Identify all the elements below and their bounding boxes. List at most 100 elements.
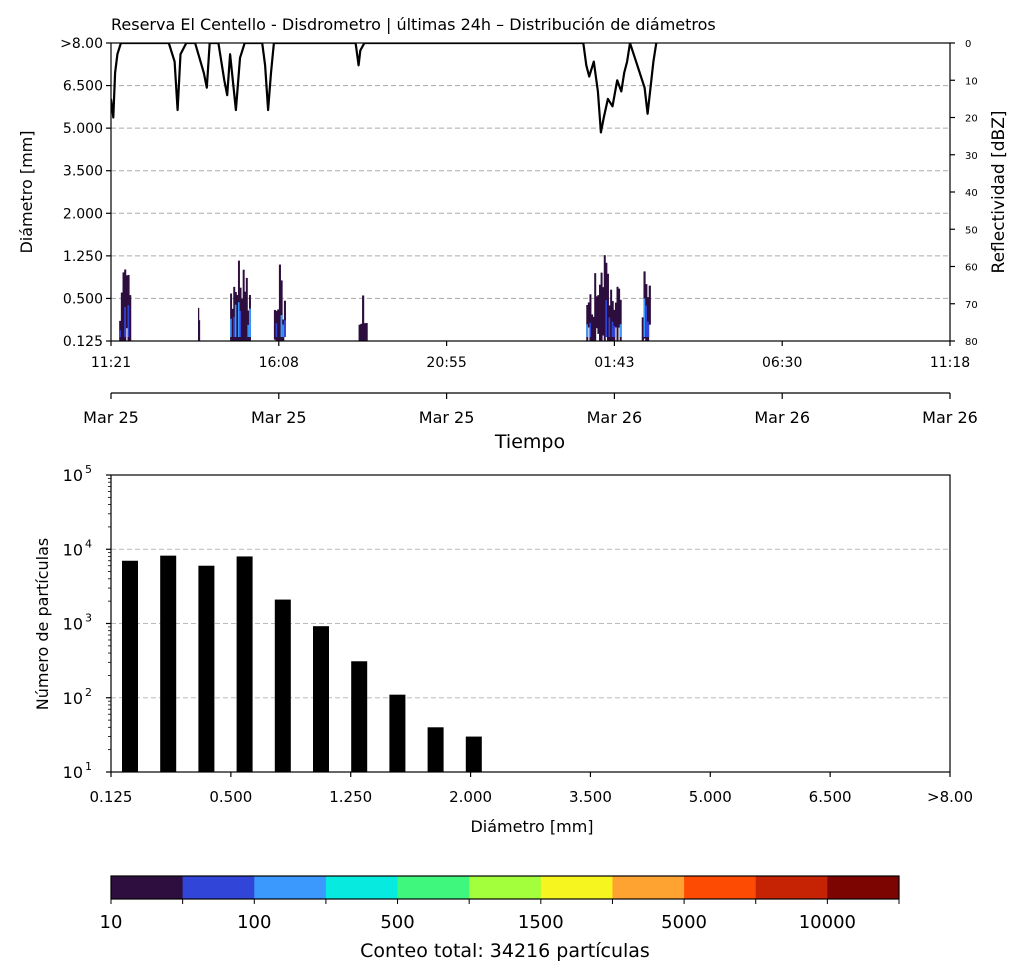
diameter-tick-label: 1.250 [63, 249, 103, 265]
histogram-bar [160, 555, 177, 772]
heatmap-cell [278, 264, 281, 341]
heatmap-cell [618, 288, 621, 328]
rain-event [586, 255, 622, 341]
diameter-tick-label: 0.125 [90, 788, 133, 806]
heatmap-cell [282, 324, 285, 337]
reflectivity-tick-label: 10 [965, 76, 978, 87]
heatmap-cell [611, 321, 614, 337]
colorbar-swatch [827, 876, 900, 899]
heatmap-cell [606, 273, 609, 341]
colorbar-swatch [111, 876, 184, 899]
heatmap-cell [120, 292, 123, 341]
reflectivity-axis: 0 10 20 30 40 50 60 70 80 [950, 39, 978, 348]
heatmap-cell [619, 299, 622, 341]
heatmap-cell [595, 296, 598, 329]
rain-event-heatmap [119, 255, 651, 341]
heatmap-cell [127, 305, 130, 337]
date-tick-label: Mar 25 [83, 408, 139, 427]
colorbar-swatch [254, 876, 327, 899]
diameter-tick-label: 0.500 [63, 291, 103, 307]
rain-event [358, 295, 368, 341]
histogram-bar [351, 661, 368, 772]
reflectivity-tick-label: 20 [965, 114, 978, 125]
colorbar-swatch [182, 876, 255, 899]
heatmap-cell [233, 286, 236, 341]
heatmap-cell [594, 273, 597, 341]
colorbar-swatch [325, 876, 399, 899]
heatmap-cell [230, 293, 233, 341]
heatmap-cell [231, 308, 234, 341]
diameter-tick-label: 6.500 [63, 79, 103, 95]
count-tick-exponent: 1 [85, 760, 92, 773]
heatmap-cell [119, 330, 122, 337]
heatmap-cell [586, 304, 589, 341]
heatmap-cell [237, 302, 240, 337]
histogram-bar [274, 599, 291, 772]
heatmap-cell [608, 317, 611, 337]
heatmap-cell [616, 286, 619, 341]
heatmap-cell [646, 321, 650, 337]
colorbar [110, 875, 900, 900]
heatmap-cell [619, 324, 622, 337]
count-tick-exponent: 2 [85, 686, 92, 699]
colorbar-tick-label: 5000 [661, 912, 707, 933]
reflectivity-tick-label: 40 [965, 188, 978, 199]
reflectivity-tick-label: 80 [965, 337, 978, 348]
colorbar-tick-label: 500 [380, 912, 414, 933]
heatmap-cell [360, 323, 363, 341]
histogram-bar [389, 694, 406, 772]
heatmap-cell [124, 307, 127, 337]
histogram-bar [236, 556, 253, 772]
diameter-x-axis: 0.125 0.500 1.250 2.000 3.500 5.000 6.500 >8.00 [90, 772, 973, 806]
heatmap-cell [602, 287, 605, 336]
count-tick-label: 10 [63, 763, 83, 782]
heatmap-cell [197, 307, 200, 341]
heatmap-cell [230, 318, 233, 337]
heatmap-cell [362, 295, 365, 341]
heatmap-cell [641, 317, 644, 341]
diameter-axis: 0.125 0.500 1.250 2.000 3.500 5.000 6.500 >8.00 [60, 36, 111, 350]
reflectivity-tick-label: 50 [965, 225, 978, 236]
heatmap-cell [247, 324, 250, 337]
heatmap-cell [645, 305, 648, 337]
time-tick-label: 11:21 [91, 355, 131, 371]
histogram-bar [465, 736, 482, 772]
heatmap-cell [283, 320, 286, 337]
rain-event [230, 260, 251, 341]
diameter-tick-label: 0.125 [63, 334, 103, 350]
date-tick-label: Mar 26 [587, 408, 643, 427]
diameter-tick-label: >8.00 [927, 788, 973, 806]
heatmap-cell [283, 300, 286, 327]
rain-event [119, 269, 132, 341]
histogram-bar [427, 727, 444, 772]
heatmap-cell [358, 324, 361, 341]
date-tick-label: Mar 25 [251, 408, 307, 427]
heatmap-cell [365, 322, 368, 341]
heatmap-cell [124, 269, 127, 341]
heatmap-cell [598, 284, 601, 341]
rain-event [641, 271, 651, 341]
reflectivity-tick-label: 60 [965, 263, 978, 274]
count-tick-label: 10 [63, 615, 83, 634]
heatmap-cell [643, 298, 646, 337]
colorbar-tick-label: 10000 [799, 912, 856, 933]
time-tick-label: 06:30 [762, 355, 802, 371]
top-chart-title: Reserva El Centello - Disdrometro | últi… [111, 15, 716, 34]
date-axis: Mar 25 Mar 25 Mar 25 Mar 26 Mar 26 Mar 26 [83, 392, 978, 427]
heatmap-cell [233, 316, 236, 337]
heatmap-cell [280, 315, 283, 337]
colorbar-tick-label: 10 [100, 912, 123, 933]
colorbar-swatch [540, 876, 613, 899]
time-tick-label: 11:18 [930, 355, 970, 371]
heatmap-cell [603, 255, 606, 341]
heatmap-cell [613, 325, 616, 337]
heatmap-cell [241, 298, 244, 341]
time-tick-label: 01:43 [594, 355, 634, 371]
diameter-tick-label: 5.000 [63, 121, 103, 137]
heatmap-cell [129, 295, 132, 341]
colorbar-swatch [469, 876, 542, 899]
diameter-tick-label: 2.000 [449, 788, 492, 806]
heatmap-cell [280, 280, 283, 341]
heatmap-cell [605, 262, 608, 330]
colorbar-swatch [397, 876, 470, 899]
